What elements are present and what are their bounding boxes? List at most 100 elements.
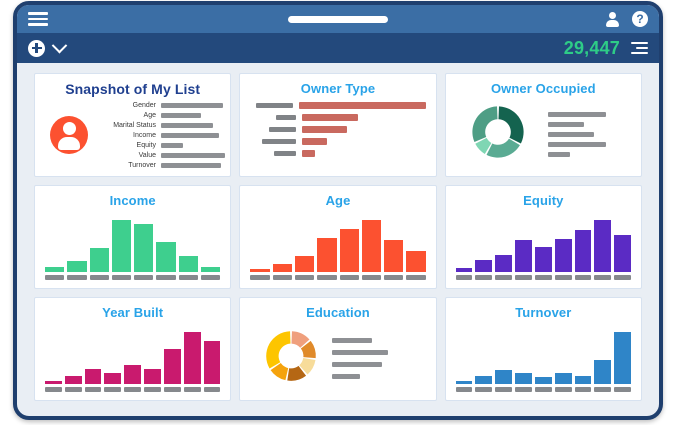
axis-tick-placeholder	[384, 275, 404, 280]
bar-column	[250, 212, 270, 280]
legend-bar	[332, 349, 389, 355]
owner-type-row	[246, 123, 425, 135]
snapshot-row-bar	[161, 132, 219, 138]
card-age[interactable]: Age	[239, 185, 437, 289]
chart-bar	[361, 220, 382, 272]
card-education[interactable]: Education	[239, 297, 437, 401]
card-equity[interactable]: Equity	[444, 185, 642, 289]
bar-column	[64, 324, 82, 392]
axis-tick-placeholder	[361, 275, 382, 280]
axis-tick-placeholder	[614, 275, 631, 280]
donut-segment	[291, 330, 310, 348]
chart-bar	[294, 255, 315, 272]
bar-column	[614, 212, 631, 280]
owner-type-row	[246, 135, 425, 147]
axis-tick-placeholder	[475, 275, 493, 280]
snapshot-row: Equity	[94, 141, 225, 150]
axis-tick-placeholder	[455, 387, 473, 392]
age-bar-chart	[250, 212, 426, 280]
bar-column	[614, 324, 631, 392]
snapshot-row: Gender	[94, 101, 225, 110]
axis-tick-placeholder	[495, 275, 513, 280]
axis-tick-placeholder	[104, 387, 122, 392]
owner-type-label-bar	[276, 114, 297, 120]
axis-tick-placeholder	[534, 275, 552, 280]
owner-type-label-slot	[246, 114, 297, 120]
snapshot-row-label: Value	[138, 151, 156, 159]
chart-bar	[614, 332, 631, 384]
chart-bar	[515, 372, 532, 384]
card-title: Turnover	[515, 305, 572, 320]
bar-column	[124, 324, 142, 392]
education-body	[240, 320, 435, 396]
bar-column	[178, 212, 199, 280]
filter-lines-icon[interactable]	[631, 41, 648, 55]
chart-bar	[534, 376, 552, 384]
card-snapshot[interactable]: Snapshot of My List Gender Age Marital Sta…	[34, 73, 232, 177]
bar-column	[515, 324, 532, 392]
snapshot-row: Marital Status	[94, 121, 225, 130]
card-title: Income	[109, 193, 156, 208]
card-year-built[interactable]: Year Built	[34, 297, 232, 401]
bar-column	[594, 324, 612, 392]
bar-column	[201, 212, 221, 280]
chart-bar	[44, 266, 65, 272]
axis-tick-placeholder	[554, 275, 572, 280]
owner-type-value-bar	[302, 137, 328, 145]
hamburger-menu-icon[interactable]	[28, 12, 48, 26]
axis-tick-placeholder	[45, 387, 62, 392]
bar-column	[515, 212, 532, 280]
chart-bar	[64, 375, 82, 384]
snapshot-row: Income	[94, 131, 225, 140]
axis-tick-placeholder	[294, 275, 315, 280]
bar-column	[317, 212, 337, 280]
owner-type-row	[246, 147, 425, 159]
chart-bar	[104, 373, 122, 384]
axis-tick-placeholder	[111, 275, 132, 280]
axis-tick-placeholder	[250, 275, 270, 280]
card-turnover[interactable]: Turnover	[444, 297, 642, 401]
legend-bar	[332, 337, 373, 343]
bar-column	[339, 212, 359, 280]
snapshot-body: Gender Age Marital Status Income Equity Value…	[35, 97, 230, 171]
legend-bar	[547, 141, 606, 147]
bar-column	[455, 212, 473, 280]
donut-segment	[498, 105, 524, 143]
chart-bar	[495, 254, 513, 272]
axis-tick-placeholder	[515, 387, 532, 392]
owner-type-label-slot	[246, 138, 297, 144]
snapshot-row-bar	[161, 122, 213, 128]
chart-bar	[45, 380, 62, 384]
donut-segment	[270, 362, 289, 380]
bar-column	[495, 212, 513, 280]
bar-column	[574, 324, 592, 392]
snapshot-row-label: Equity	[136, 141, 156, 149]
bar-column	[406, 212, 426, 280]
axis-tick-placeholder	[178, 275, 199, 280]
chart-bar	[124, 364, 142, 384]
axis-tick-placeholder	[203, 387, 221, 392]
snapshot-row: Age	[94, 111, 225, 120]
donut-segment	[266, 330, 291, 368]
snapshot-row-label: Gender	[132, 101, 156, 109]
axis-tick-placeholder	[163, 387, 181, 392]
card-income[interactable]: Income	[34, 185, 232, 289]
plus-circle-icon[interactable]	[28, 39, 45, 57]
help-circle-icon[interactable]: ?	[632, 11, 648, 27]
axis-tick-placeholder	[156, 275, 176, 280]
person-icon[interactable]	[605, 11, 619, 27]
chart-bar	[475, 375, 493, 384]
turnover-bar-chart	[455, 324, 631, 392]
chevron-down-icon[interactable]	[51, 37, 68, 53]
dashboard-grid: Snapshot of My List Gender Age Marital Sta…	[17, 63, 659, 416]
donut-segment	[301, 340, 317, 358]
bar-column	[156, 212, 176, 280]
bar-column	[134, 212, 154, 280]
axis-tick-placeholder	[124, 387, 142, 392]
bar-column	[475, 212, 493, 280]
axis-tick-placeholder	[574, 387, 592, 392]
axis-tick-placeholder	[475, 387, 493, 392]
card-owner-occupied[interactable]: Owner Occupied	[444, 73, 642, 177]
owner-type-label-bar	[256, 102, 294, 108]
card-owner-type[interactable]: Owner Type	[239, 73, 437, 177]
